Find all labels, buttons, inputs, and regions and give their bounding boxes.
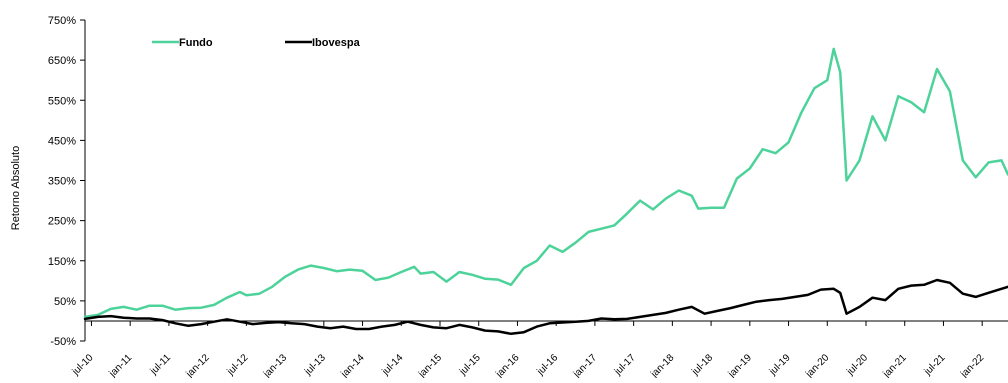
- x-tick-label: jan-16: [493, 352, 521, 378]
- y-tick-label: 350%: [48, 176, 76, 188]
- legend: Fundo Ibovespa: [152, 37, 361, 49]
- y-tick-label: 250%: [48, 216, 76, 228]
- x-tick-label: jul-18: [689, 352, 715, 378]
- x-tick-label: jul-13: [302, 352, 328, 378]
- y-tick-label: -50%: [50, 336, 76, 348]
- x-tick-label: jan-13: [261, 352, 289, 378]
- x-tick-label: jan-14: [339, 352, 367, 378]
- y-tick-label: 450%: [48, 135, 76, 147]
- x-tick-label: jan-22: [958, 352, 986, 378]
- x-tick-label: jan-19: [726, 352, 754, 378]
- x-tick-label: jan-12: [184, 352, 212, 378]
- x-tick-label: jul-10: [70, 352, 96, 378]
- x-tick-label: jan-20: [803, 352, 831, 378]
- series-line-fundo: [83, 47, 1008, 319]
- x-tick-label: jul-15: [457, 352, 483, 378]
- legend-label-ibovespa: Ibovespa: [312, 37, 361, 49]
- y-tick-label: 150%: [48, 256, 76, 268]
- x-tick-label: jan-21: [881, 352, 909, 378]
- y-tick-label: 550%: [48, 95, 76, 107]
- y-tick-label: 650%: [48, 55, 76, 67]
- x-tick-label: jan-17: [571, 352, 599, 378]
- series-line-ibovespa: [83, 278, 1008, 336]
- y-tick-labels: 750% 650% 550% 450% 350% 250% 150% 50% -50%: [48, 15, 85, 348]
- x-tick-label: jan-11: [107, 352, 135, 378]
- legend-label-fundo: Fundo: [179, 37, 213, 49]
- series-lines: [83, 47, 1008, 336]
- x-tick-label: jul-16: [535, 352, 561, 378]
- y-tick-label: 750%: [48, 15, 76, 27]
- x-tick-label: jan-18: [648, 352, 676, 378]
- x-tick-label: jul-17: [612, 352, 638, 378]
- x-tick-label: jul-12: [225, 352, 251, 378]
- axes: [84, 20, 1008, 341]
- x-tick-label: jul-11: [148, 352, 174, 378]
- x-tick-label: jan-15: [416, 352, 444, 378]
- y-tick-label: 50%: [54, 296, 76, 308]
- x-tick-label: jul-20: [844, 352, 870, 378]
- x-tick-label: jul-21: [922, 352, 948, 378]
- x-tick-label: jul-19: [767, 352, 793, 378]
- y-axis-title: Retorno Absoluto: [10, 146, 22, 230]
- x-tick-label: jul-14: [380, 352, 406, 378]
